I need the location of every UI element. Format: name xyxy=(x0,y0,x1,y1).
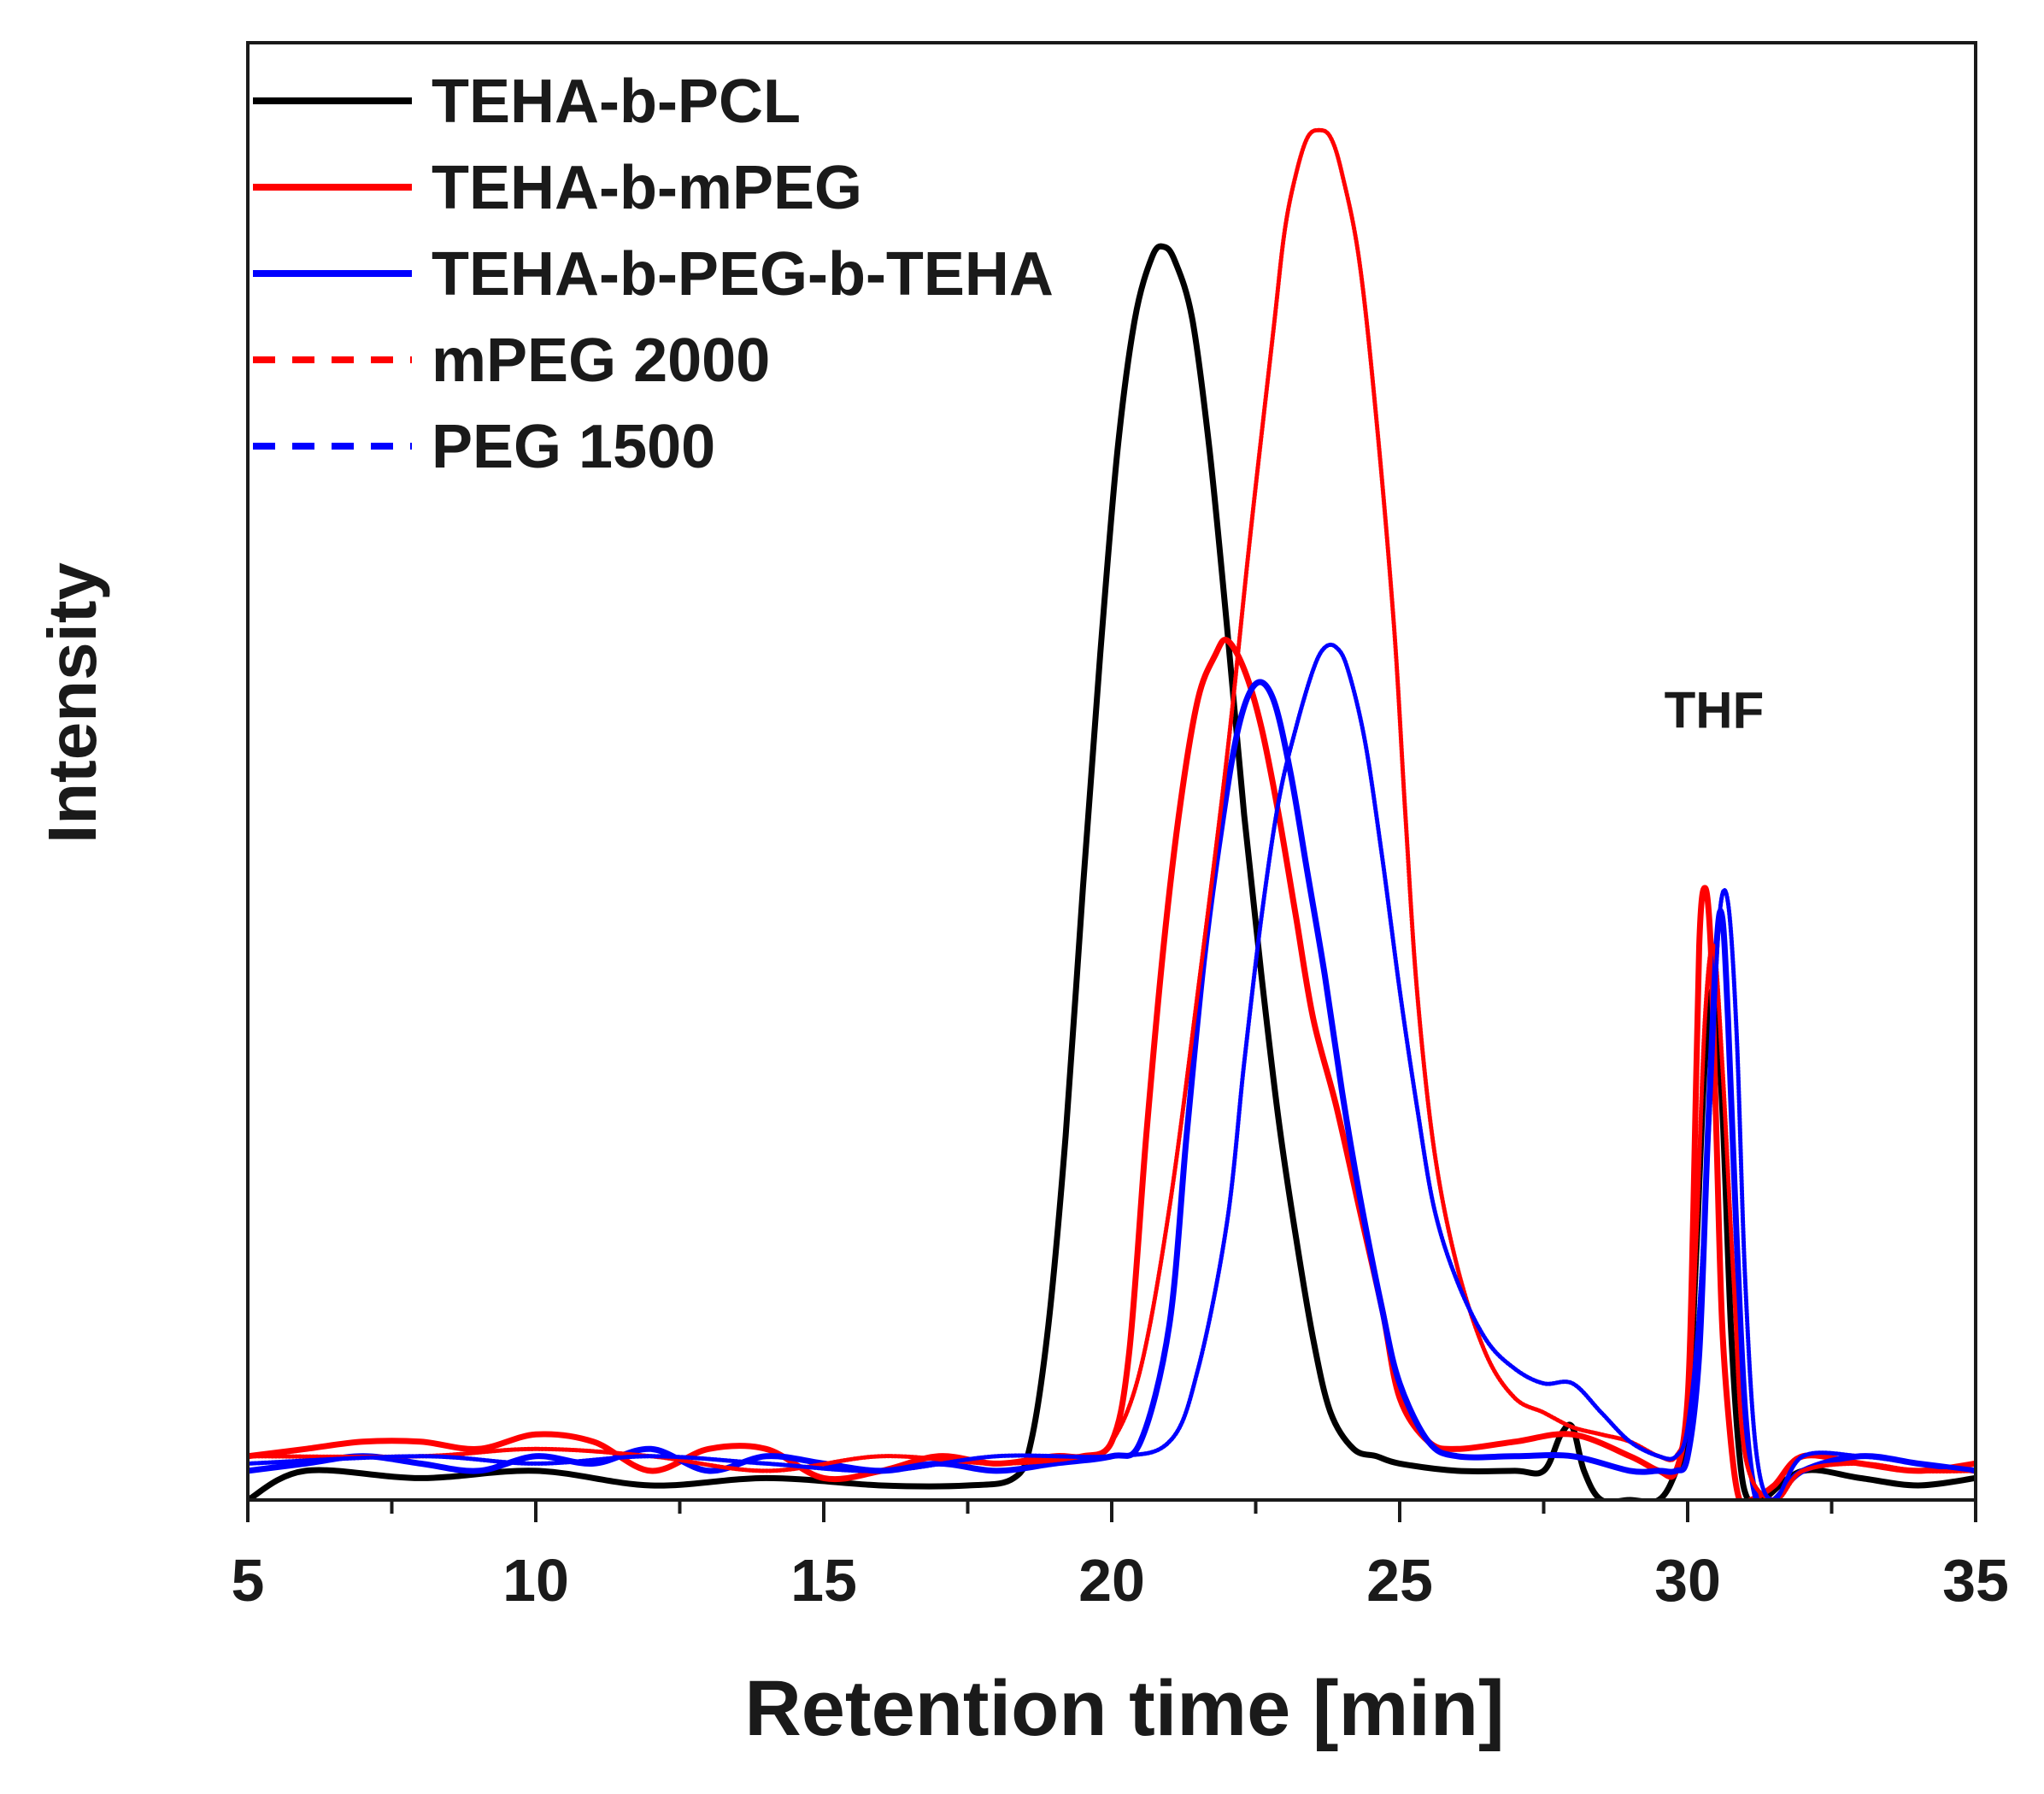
legend-label: TEHA-b-PCL xyxy=(432,68,801,136)
series-line-teha-b-peg-b-teha xyxy=(248,679,1976,1500)
series-line-peg-1500 xyxy=(248,642,1976,1500)
x-tick-label: 25 xyxy=(1366,1547,1433,1614)
legend-label: TEHA-b-PEG-b-TEHA xyxy=(432,240,1054,309)
x-tick-label: 20 xyxy=(1078,1547,1145,1614)
y-axis-label: Intensity xyxy=(34,562,110,844)
legend-label: TEHA-b-mPEG xyxy=(432,154,862,222)
x-tick-label: 15 xyxy=(790,1547,857,1614)
x-axis-label: Retention time [min] xyxy=(744,1665,1504,1752)
series-line-mpeg-2000 xyxy=(248,127,1976,1500)
legend-label: PEG 1500 xyxy=(432,413,715,481)
annotation-label: THF xyxy=(1665,681,1765,738)
series-line-teha-b-mpeg xyxy=(248,637,1976,1500)
x-tick-label: 10 xyxy=(502,1547,569,1614)
x-tick-label: 5 xyxy=(232,1547,265,1614)
legend-label: mPEG 2000 xyxy=(432,326,770,395)
x-tick-label: 30 xyxy=(1654,1547,1721,1614)
x-tick-label: 35 xyxy=(1942,1547,2009,1614)
